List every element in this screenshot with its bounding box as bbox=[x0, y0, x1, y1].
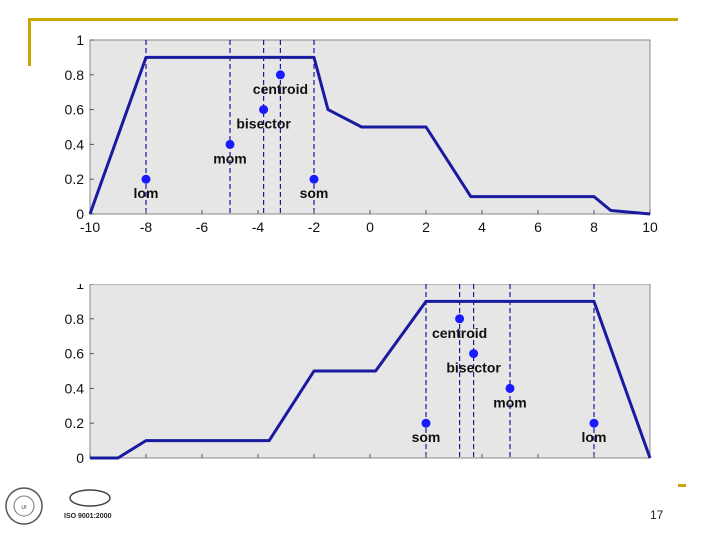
x-tick-label: 0 bbox=[366, 463, 374, 464]
marker-bisector bbox=[469, 349, 479, 359]
marker-label-som: som bbox=[300, 185, 329, 201]
logo-cert-text: ISO 9001:2000 bbox=[64, 513, 112, 520]
x-tick-label: -8 bbox=[140, 219, 153, 235]
y-tick-label: 0 bbox=[76, 450, 84, 464]
x-tick-label: 6 bbox=[534, 463, 542, 464]
logo-seal bbox=[5, 487, 43, 525]
marker-som bbox=[309, 174, 319, 184]
marker-label-lom: lom bbox=[582, 429, 607, 445]
x-tick-label: -2 bbox=[308, 463, 321, 464]
marker-lom bbox=[589, 418, 599, 428]
y-tick-label: 0 bbox=[76, 206, 84, 222]
x-tick-label: 8 bbox=[590, 219, 598, 235]
decor-top-bar bbox=[28, 18, 678, 21]
y-tick-label: 0.4 bbox=[65, 380, 85, 396]
marker-bisector bbox=[259, 105, 269, 115]
x-tick-label: 2 bbox=[422, 463, 430, 464]
x-tick-label: 2 bbox=[422, 219, 430, 235]
marker-lom bbox=[141, 174, 151, 184]
x-tick-label: 10 bbox=[642, 463, 658, 464]
chart-bottom: -10 -8 -6 -4 -2 0 2 4 6 8 10 0 0.2 0.4 0.6 0.8 1 som centr… bbox=[65, 284, 658, 464]
x-tick-label: 10 bbox=[642, 219, 658, 235]
marker-label-lom: lom bbox=[134, 185, 159, 201]
decor-left-bar bbox=[28, 18, 31, 66]
marker-centroid bbox=[275, 70, 285, 80]
logo-cert-mark bbox=[69, 489, 111, 507]
x-tick-label: -10 bbox=[80, 219, 100, 235]
x-tick-label: -4 bbox=[252, 219, 265, 235]
marker-label-som: som bbox=[412, 429, 441, 445]
x-tick-label: 4 bbox=[478, 463, 486, 464]
marker-label-centroid: centroid bbox=[432, 325, 487, 341]
marker-label-bisector: bisector bbox=[236, 116, 291, 132]
y-tick-label: 0.4 bbox=[65, 136, 85, 152]
x-tick-label: -4 bbox=[252, 463, 265, 464]
marker-label-mom: mom bbox=[493, 394, 526, 410]
x-tick-label: -8 bbox=[140, 463, 153, 464]
x-tick-label: -6 bbox=[196, 219, 209, 235]
marker-mom bbox=[225, 139, 235, 149]
decor-right-tick bbox=[678, 484, 686, 487]
page-number: 17 bbox=[650, 508, 664, 522]
x-tick-label: -6 bbox=[196, 463, 209, 464]
series-line bbox=[90, 299, 652, 460]
x-tick-label: -10 bbox=[80, 463, 100, 464]
marker-label-centroid: centroid bbox=[253, 81, 308, 97]
x-tick-label: -2 bbox=[308, 219, 321, 235]
y-tick-label: 0.8 bbox=[65, 311, 85, 327]
series-line bbox=[88, 55, 651, 216]
y-tick-label: 0.8 bbox=[65, 67, 85, 83]
logo-seal-text: UI bbox=[21, 505, 26, 511]
marker-label-mom: mom bbox=[213, 150, 246, 166]
chart-top: -10 -8 -6 -4 -2 0 2 4 6 8 10 0 0.2 0.4 0.6 0.8 1 lom mom bi… bbox=[65, 32, 658, 235]
y-tick-label: 0.6 bbox=[65, 346, 85, 362]
y-tick-label: 1 bbox=[76, 32, 84, 48]
y-tick-label: 1 bbox=[76, 284, 84, 292]
marker-centroid bbox=[455, 314, 465, 324]
y-tick-label: 0.2 bbox=[65, 171, 85, 187]
marker-mom bbox=[505, 383, 515, 393]
x-tick-label: 8 bbox=[590, 463, 598, 464]
x-tick-label: 0 bbox=[366, 219, 374, 235]
x-tick-label: 4 bbox=[478, 219, 486, 235]
y-tick-label: 0.2 bbox=[65, 415, 85, 431]
marker-som bbox=[421, 418, 431, 428]
x-tick-label: 6 bbox=[534, 219, 542, 235]
marker-label-bisector: bisector bbox=[446, 360, 501, 376]
y-tick-label: 0.6 bbox=[65, 102, 85, 118]
university-logo: UI ISO 9001:2000 bbox=[5, 487, 112, 525]
